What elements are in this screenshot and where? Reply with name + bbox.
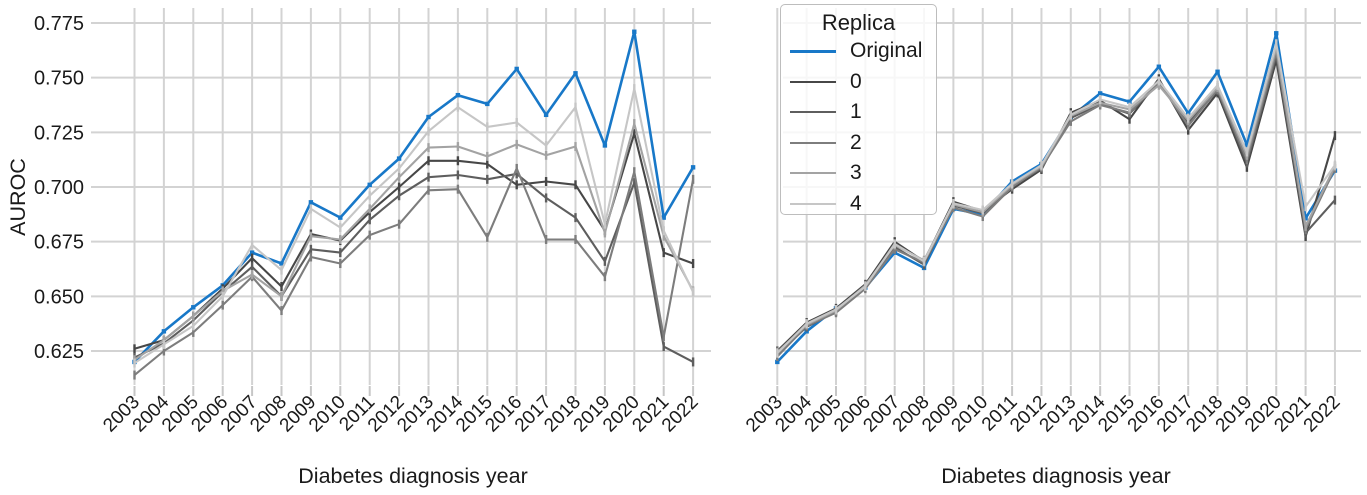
left-point-original-2012	[396, 156, 402, 161]
legend-box: Replica Original 0 1 2 3 4	[780, 4, 937, 215]
legend-entry-3: 3	[781, 158, 936, 189]
left-point-original-2015	[485, 101, 490, 107]
y-tick-label-0.650: 0.650	[34, 286, 84, 308]
left-point-original-2011	[367, 182, 372, 188]
legend-label-0: 0	[850, 69, 862, 93]
left-panel-series	[132, 29, 696, 380]
left-point-original-2004	[161, 329, 167, 334]
legend-line-sample-2	[790, 141, 836, 144]
right-point-original-2021	[1303, 216, 1308, 221]
right-point-original-2019	[1244, 142, 1250, 148]
right-point-original-2003	[775, 359, 780, 365]
legend-line-sample-4	[790, 202, 836, 205]
left-point-original-2019	[602, 143, 608, 148]
left-line-original	[133, 30, 695, 363]
right-point-original-2016	[1156, 64, 1162, 69]
right-line-4	[776, 42, 1336, 354]
right-point-original-2014	[1097, 91, 1103, 96]
right-series-4	[776, 39, 1337, 358]
legend-line-sample-3	[790, 172, 836, 175]
y-tick-label-0.625: 0.625	[34, 341, 84, 363]
right-point-original-2020	[1274, 31, 1279, 36]
right-point-original-2015	[1127, 99, 1132, 104]
y-axis-tick-labels: 0.775 0.750 0.725 0.700 0.675 0.650 0.625	[34, 13, 84, 363]
legend-title: Replica	[821, 10, 896, 35]
left-point-original-2010	[338, 215, 343, 220]
y-tick-label-0.750: 0.750	[34, 68, 84, 90]
left-series-4	[133, 84, 695, 368]
left-point-original-2020	[632, 29, 637, 34]
legend-line-sample-original	[790, 49, 836, 53]
legend-entries: Original 0 1 2 3 4	[781, 36, 936, 219]
left-x-axis-title: Diabetes diagnosis year	[298, 464, 527, 488]
left-panel-x-ticks	[133, 386, 695, 396]
legend-entry-0: 0	[781, 67, 936, 98]
legend-label-2: 2	[850, 130, 862, 154]
right-point-original-2017	[1186, 111, 1191, 116]
legend-line-sample-1	[790, 111, 836, 114]
left-point-original-2013	[426, 114, 431, 120]
left-point-original-2021	[661, 215, 666, 220]
y-tick-label-0.725: 0.725	[34, 122, 84, 144]
legend-label-original: Original	[850, 39, 923, 63]
right-x-axis-tick-labels: 2003200420052006200720082009201020112012…	[742, 391, 1344, 436]
left-line-0	[134, 132, 694, 350]
legend-label-4: 4	[850, 191, 862, 215]
left-point-original-2016	[514, 66, 519, 72]
left-point-original-2009	[308, 200, 314, 205]
left-series-2	[133, 163, 695, 380]
right-panel-x-ticks	[776, 386, 1336, 396]
legend-label-3: 3	[850, 161, 862, 185]
legend-entry-original: Original	[781, 36, 936, 67]
legend-line-sample-0	[790, 80, 836, 83]
y-axis-title: AUROC	[6, 158, 30, 236]
y-tick-label-0.775: 0.775	[34, 13, 84, 35]
left-line-2	[133, 167, 695, 376]
right-point-original-2018	[1215, 69, 1220, 74]
left-point-original-2022	[690, 165, 696, 170]
y-tick-label-0.700: 0.700	[34, 177, 84, 199]
left-point-original-2005	[191, 305, 196, 310]
right-panel-series	[775, 31, 1338, 365]
legend-entry-2: 2	[781, 128, 936, 159]
left-point-original-2007	[249, 250, 255, 255]
legend-entry-4: 4	[781, 189, 936, 220]
legend-entry-1: 1	[781, 97, 936, 128]
legend-label-1: 1	[850, 100, 862, 124]
y-tick-label-0.675: 0.675	[34, 232, 84, 254]
left-x-axis-tick-labels: 2003200420052006200720082009201020112012…	[99, 391, 702, 436]
left-point-original-2008	[279, 261, 284, 266]
left-line-4	[133, 87, 695, 364]
left-point-original-2017	[543, 112, 549, 118]
right-x-axis-title: Diabetes diagnosis year	[941, 464, 1170, 488]
right-line-2	[776, 51, 1336, 358]
left-point-original-2014	[455, 92, 461, 98]
left-point-original-2018	[573, 71, 578, 76]
